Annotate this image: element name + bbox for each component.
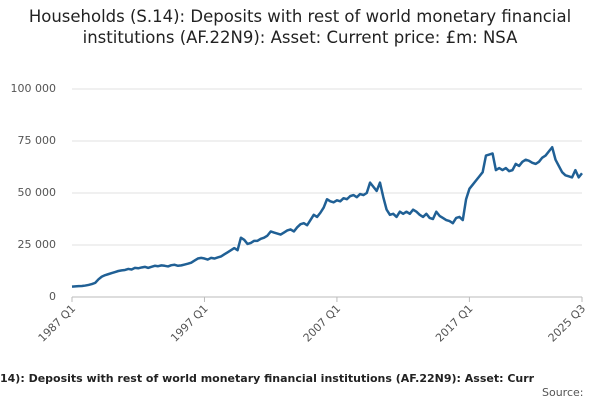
x-tick-label: 2017 Q1 <box>433 302 476 345</box>
x-tick-label: 2025 Q3 <box>546 302 589 345</box>
data-line <box>71 145 583 288</box>
x-tick-label: 1997 Q1 <box>168 302 211 345</box>
x-tick-label: 2007 Q1 <box>301 302 344 345</box>
source: Source: <box>542 386 584 399</box>
y-tick-label: 100 000 <box>11 82 57 95</box>
y-tick-label: 50 000 <box>18 186 57 199</box>
chart-title: Households (S.14): Deposits with rest of… <box>28 7 572 47</box>
footer: 14): Deposits with rest of world monetar… <box>0 372 535 385</box>
y-tick-label: 75 000 <box>18 134 57 147</box>
y-tick-label: 25 000 <box>18 238 57 251</box>
y-tick-label: 0 <box>49 290 56 303</box>
x-tick-label: 1987 Q1 <box>36 302 79 345</box>
